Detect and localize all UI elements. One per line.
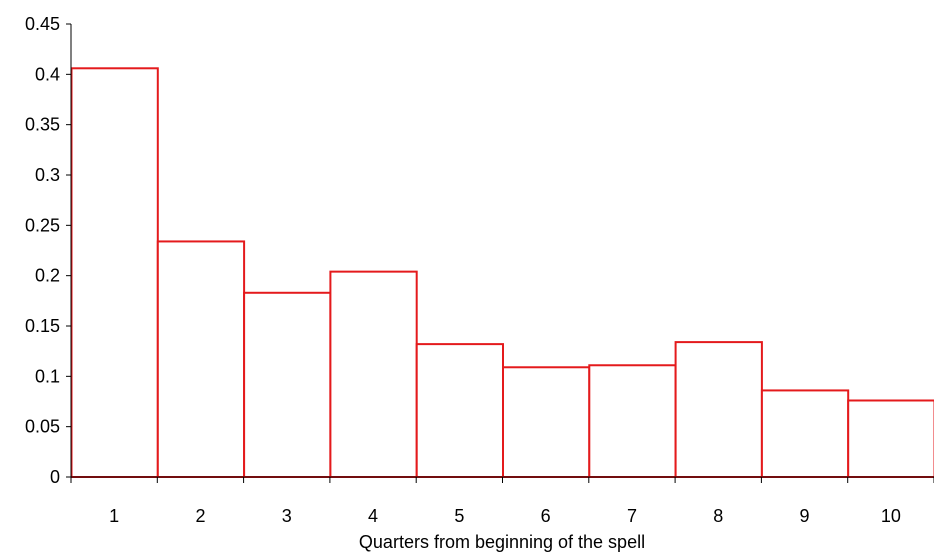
y-tick-label: 0.05: [25, 417, 60, 437]
x-axis-label: Quarters from beginning of the spell: [359, 532, 645, 552]
y-tick-label: 0.4: [35, 64, 60, 84]
x-tick-label: 3: [282, 506, 292, 526]
y-tick-label: 0.25: [25, 215, 60, 235]
y-tick-label: 0.3: [35, 165, 60, 185]
bar-2: [156, 240, 246, 478]
x-tick-label: 6: [541, 506, 551, 526]
x-axis: 1 2 3 4 5 6 7 8 9 10: [70, 476, 934, 526]
y-tick-label: 0.45: [25, 14, 60, 34]
bar-7: [588, 364, 677, 479]
y-tick-label: 0.1: [35, 366, 60, 386]
bar-6: [502, 366, 591, 479]
bars-group: [70, 67, 934, 479]
y-tick-label: 0: [50, 467, 60, 487]
bar-9: [760, 389, 850, 478]
x-tick-label: 1: [109, 506, 119, 526]
bar-5: [415, 343, 505, 478]
y-tick-label: 0.2: [35, 266, 60, 286]
x-tick-label: 9: [800, 506, 810, 526]
x-tick-label: 2: [195, 506, 205, 526]
x-tick-label: 8: [713, 506, 723, 526]
x-tick-label: 7: [627, 506, 637, 526]
x-tick-label: 10: [881, 506, 901, 526]
bar-10: [847, 399, 934, 479]
bar-1: [70, 67, 159, 478]
y-axis: 0 0.05 0.1 0.15 0.2 0.25 0.3 0.35 0.4 0.45: [25, 14, 72, 487]
x-tick-label: 4: [368, 506, 378, 526]
y-tick-label: 0.15: [25, 316, 60, 336]
bar-8: [674, 341, 763, 478]
y-tick-label: 0.35: [25, 115, 60, 135]
bar-4: [329, 270, 418, 479]
bar-3: [243, 291, 332, 478]
x-tick-label: 5: [454, 506, 464, 526]
